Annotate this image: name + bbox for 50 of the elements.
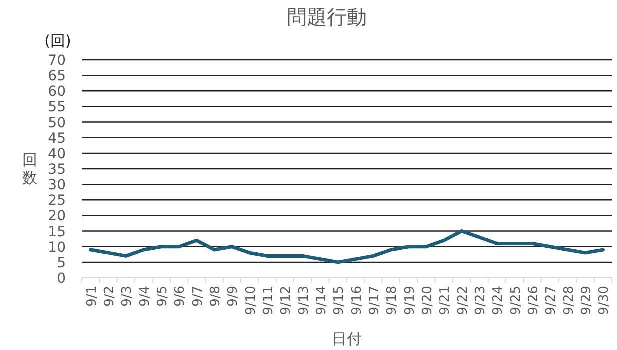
y-tick-label: 55 [48,100,66,116]
x-tick-label: 9/21 [438,286,454,316]
x-tick-label: 9/5 [156,286,170,307]
x-tick-label: 9/9 [226,286,242,307]
x-tick-label: 9/22 [456,286,471,316]
x-tick-label: 9/28 [562,286,577,316]
y-tick-label: 50 [48,115,66,132]
y-tick-label: 70 [48,53,66,69]
y-tick-label: 45 [48,130,66,147]
y-tick-label: 15 [48,224,66,240]
text: (回) [44,32,72,50]
y-tick-label: 30 [48,178,66,194]
line-series [89,230,605,264]
y-tick-label: 20 [48,208,66,225]
x-tick-label: 9/13 [296,286,312,316]
x-tick-label: 9/24 [491,286,506,316]
y-tick-label: 40 [48,146,66,162]
y-tick-label: 10 [48,240,66,256]
x-tick-label: 9/20 [420,286,436,316]
y-tick-label: 5 [57,255,66,272]
x-tick-label: 9/6 [173,286,188,307]
y-tick-label: 35 [48,162,66,178]
x-tick-label: 9/30 [597,286,612,316]
x-tick-label: 9/1 [84,286,100,307]
x-tick-label: 9/2 [102,286,118,307]
x-tick-label: 9/4 [138,286,153,307]
x-tick-label: 9/12 [279,286,294,316]
y-axis-title: 回数 [22,151,38,187]
x-tick-label: 9/10 [244,286,259,316]
y-tick-label: 65 [48,68,66,85]
chart-title: 問題行動 [287,5,367,29]
x-tick-label: 9/26 [526,286,542,316]
x-tick-label: 9/3 [120,286,136,307]
y-tick-label: 60 [48,84,66,100]
x-tick-label: 9/17 [368,286,382,316]
x-tick-label: 9/25 [508,286,524,316]
x-tick-label: 9/29 [580,286,594,316]
x-tick-label: 9/19 [402,286,418,316]
x-tick-label: 9/15 [332,286,348,316]
x-tick-label: 9/14 [314,286,330,316]
x-tick-label: 9/18 [385,286,400,316]
x-tick-label: 9/27 [544,286,560,316]
x-tick-label: 9/8 [208,286,224,307]
x-tick-label: 9/16 [350,286,365,316]
y-tick-label: 25 [48,193,66,210]
x-tick-label: 9/23 [474,286,488,316]
x-tick-label: 9/11 [262,286,276,316]
x-tick-label: 9/7 [190,286,206,307]
x-axis-title: 日付 [332,330,362,348]
y-tick-label: 0 [57,271,66,287]
